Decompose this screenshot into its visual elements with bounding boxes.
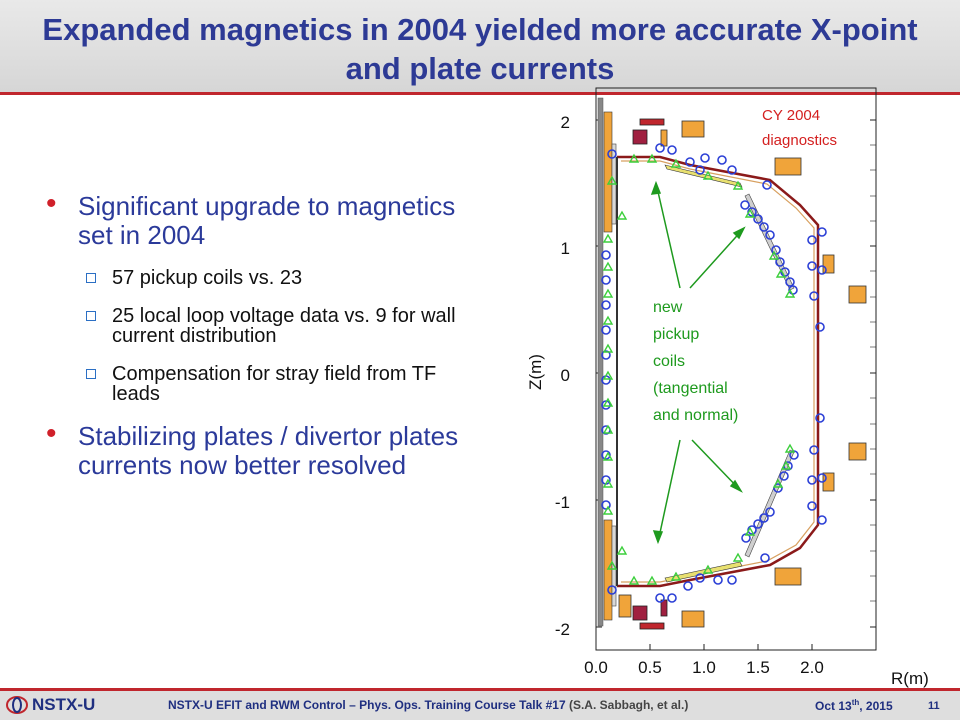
- page-number: 11: [928, 700, 940, 712]
- sub-bullet-item: 57 pickup coils vs. 23: [76, 268, 472, 288]
- y-tick-label: 0: [561, 366, 570, 385]
- new-coils-label-line: and normal): [653, 407, 738, 424]
- stabilizing-plates: [664, 164, 795, 583]
- center-stack: [597, 97, 617, 627]
- x-tick-label: 1.0: [692, 658, 716, 677]
- pickup-coils-new-green: [602, 153, 796, 585]
- x-tick-label: 0.5: [638, 658, 662, 677]
- footer-date-prefix: Oct 13: [815, 699, 852, 713]
- footer-bar: [0, 691, 960, 720]
- sub-bullet-item: 25 local loop voltage data vs. 9 for wal…: [76, 306, 472, 346]
- sub-bullet-text: 25 local loop voltage data vs. 9 for wal…: [112, 305, 456, 347]
- nstx-logo: NSTX-U: [6, 694, 95, 716]
- x-tick-label: 0.0: [584, 658, 608, 677]
- vacuum-vessel-wall: [617, 155, 820, 588]
- checkbox-bullet-icon: [86, 369, 96, 379]
- torus-logo-icon: [6, 696, 28, 714]
- title-divider: [0, 92, 960, 95]
- diagnostics-label-line: CY 2004: [762, 107, 820, 124]
- footer-course: NSTX-U EFIT and RWM Control – Phys. Ops.…: [168, 698, 688, 712]
- x-tick-label: 1.5: [746, 658, 770, 677]
- new-coils-label-line: pickup: [653, 326, 699, 343]
- pf-coils-upper-lower: [632, 118, 668, 630]
- inner-wall: [621, 160, 815, 583]
- plot-frame: [595, 87, 877, 651]
- title-bar: [0, 0, 960, 92]
- annotation-arrows: [650, 180, 746, 545]
- footer-divider: [0, 688, 960, 691]
- checkbox-bullet-icon: [86, 311, 96, 321]
- y-axis-label: Z(m): [526, 354, 545, 390]
- footer-date-year: , 2015: [859, 699, 893, 713]
- bullet-text: Stabilizing plates / divertor plates cur…: [78, 421, 459, 480]
- footer-course-text: NSTX-U EFIT and RWM Control – Phys. Ops.…: [168, 698, 566, 712]
- logo-text: NSTX-U: [32, 695, 96, 714]
- bullet-text: Significant upgrade to magnetics set in …: [78, 191, 456, 250]
- x-axis-label: R(m): [891, 669, 929, 688]
- bullet-item: • Significant upgrade to magnetics set i…: [42, 187, 472, 250]
- bullet-item: • Stabilizing plates / divertor plates c…: [42, 417, 472, 480]
- bullet-dot-icon: •: [46, 417, 57, 450]
- axis-ticks: [596, 119, 876, 650]
- y-tick-label: -1: [555, 493, 570, 512]
- new-coils-label-line: (tangential: [653, 380, 728, 397]
- minor-ticks: [870, 144, 876, 602]
- y-tick-label: -2: [555, 620, 570, 639]
- footer-date-sup: th: [851, 698, 860, 707]
- footer-date: Oct 13th, 2015: [815, 698, 893, 713]
- sub-bullet-text: Compensation for stray field from TF lea…: [112, 363, 437, 405]
- sub-bullet-item: Compensation for stray field from TF lea…: [76, 364, 472, 404]
- checkbox-bullet-icon: [86, 273, 96, 283]
- y-tick-label: 1: [561, 239, 570, 258]
- sub-bullet-text: 57 pickup coils vs. 23: [112, 267, 303, 289]
- pf-coils: [618, 120, 867, 628]
- new-coils-label-line: new: [653, 299, 683, 316]
- bullet-list: • Significant upgrade to magnetics set i…: [42, 187, 472, 480]
- diagnostics-label-line: diagnostics: [762, 132, 837, 149]
- new-coils-label-line: coils: [653, 353, 685, 370]
- footer-citation: (S.A. Sabbagh, et al.): [568, 698, 689, 712]
- sub-bullet-list: 57 pickup coils vs. 23 25 local loop vol…: [76, 268, 472, 404]
- y-tick-label: 2: [561, 113, 570, 132]
- bullet-dot-icon: •: [46, 187, 57, 220]
- pickup-coils-blue: [601, 143, 827, 603]
- x-tick-label: 2.0: [800, 658, 824, 677]
- slide-title: Expanded magnetics in 2004 yielded more …: [42, 12, 918, 86]
